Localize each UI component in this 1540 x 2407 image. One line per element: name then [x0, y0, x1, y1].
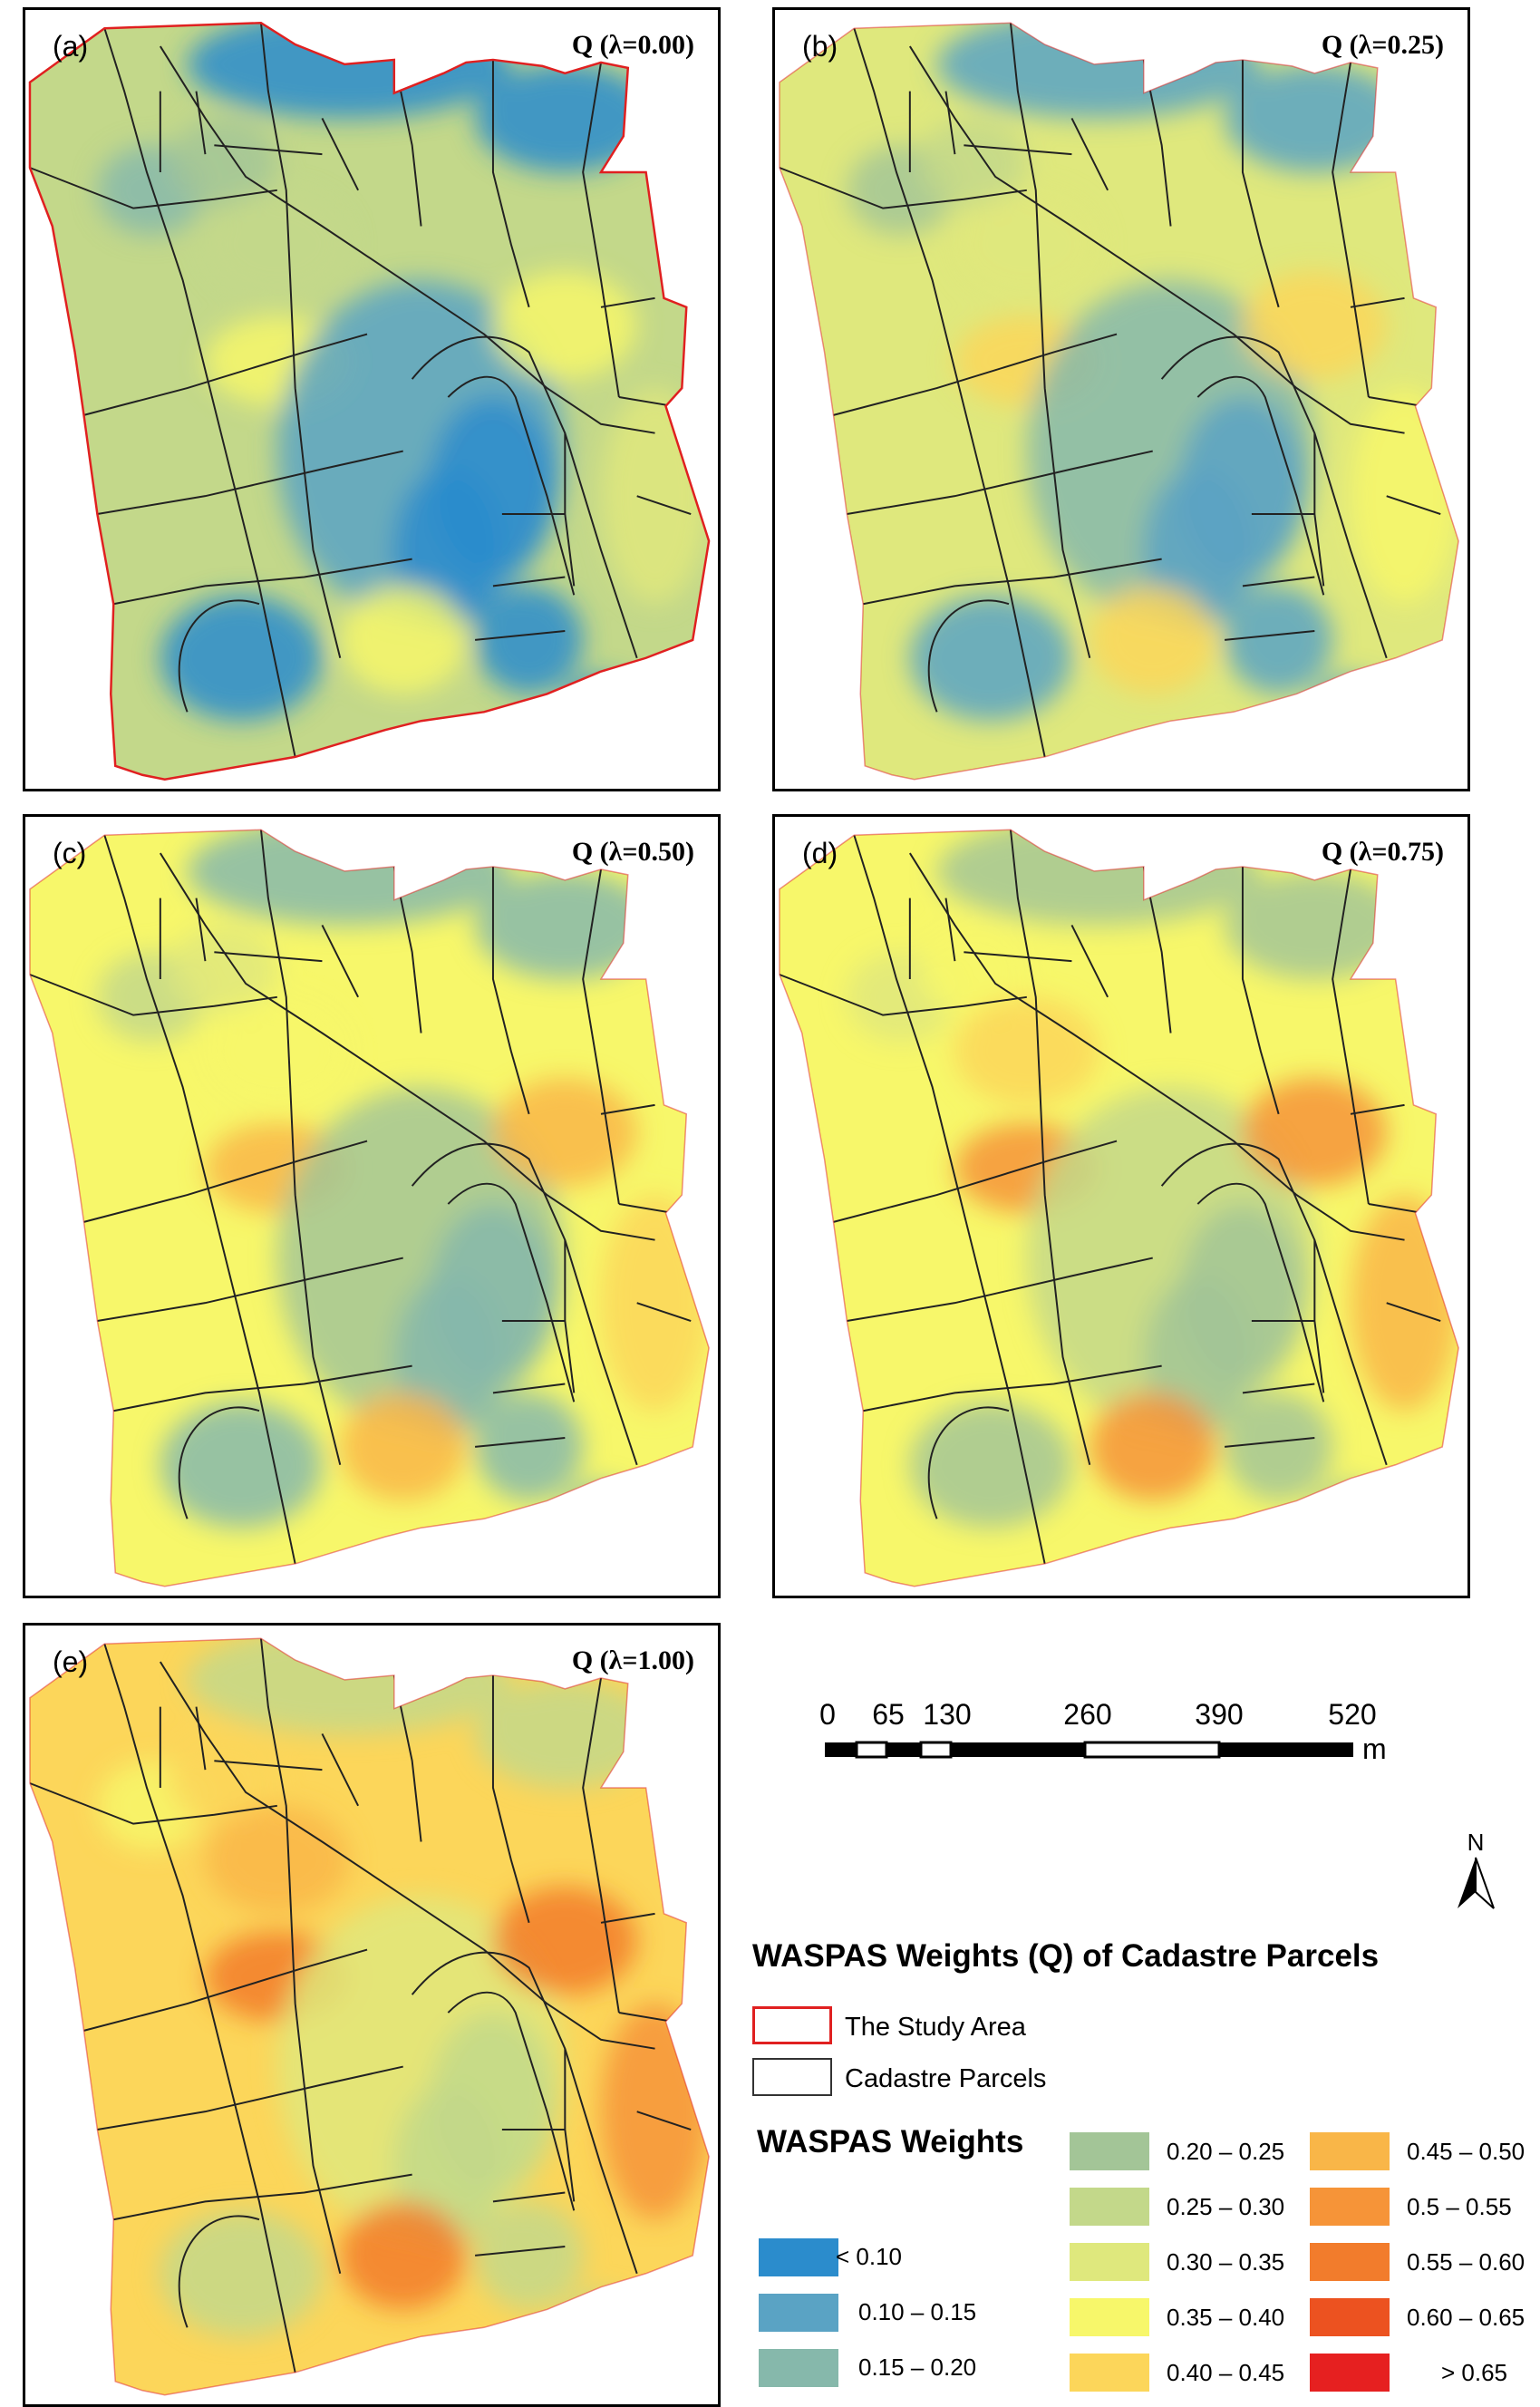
- scale-unit: m: [1362, 1732, 1387, 1765]
- legend-label-0: < 0.10: [836, 2243, 903, 2270]
- map-panel-e: (e) Q (λ=1.00): [23, 1623, 721, 2407]
- scale-seg-6: [1083, 1741, 1221, 1759]
- map-e-raster: [29, 1637, 710, 2396]
- legend-label-9: 0.5 – 0.55: [1407, 2193, 1512, 2220]
- legend-label-12: > 0.65: [1441, 2359, 1508, 2386]
- study-area-label: The Study Area: [845, 2013, 1026, 2042]
- scale-seg-3: [886, 1742, 921, 1757]
- legend-label-5: 0.30 – 0.35: [1167, 2248, 1285, 2276]
- panel-title-a: Q (λ=0.00): [571, 30, 694, 60]
- panel-label-e: (e): [53, 1645, 89, 1678]
- legend-label-3: 0.20 – 0.25: [1167, 2138, 1285, 2165]
- parcels-label: Cadastre Parcels: [845, 2064, 1047, 2093]
- scale-tick-520: 520: [1328, 1698, 1376, 1731]
- scale-bar: 0 65 130 260 390 520 m: [819, 1698, 1387, 1765]
- study-area-swatch: [752, 2006, 832, 2044]
- legend-label-7: 0.40 – 0.45: [1167, 2359, 1285, 2386]
- legend-swatch-6: [1070, 2298, 1149, 2336]
- parcels-swatch: [752, 2058, 832, 2096]
- legend-swatch-1: [759, 2294, 838, 2332]
- panel-title-e: Q (λ=1.00): [571, 1645, 694, 1675]
- map-a-raster: [28, 22, 711, 781]
- legend-swatch-4: [1070, 2188, 1149, 2226]
- legend-title: WASPAS Weights (Q) of Cadastre Parcels: [752, 1938, 1380, 1974]
- scale-seg-5: [951, 1742, 1085, 1757]
- legend-swatch-11: [1310, 2298, 1390, 2336]
- legend-swatch-9: [1310, 2188, 1390, 2226]
- legend-swatch-3: [1070, 2132, 1149, 2170]
- scale-seg-4: [919, 1741, 953, 1759]
- scale-seg-2: [855, 1741, 888, 1759]
- map-panel-b: (b) Q (λ=0.25): [772, 7, 1470, 791]
- legend-label-10: 0.55 – 0.60: [1407, 2248, 1525, 2276]
- map-panel-d: (d) Q (λ=0.75): [772, 814, 1470, 1598]
- map-b-raster: [779, 22, 1459, 781]
- panel-title-b: Q (λ=0.25): [1321, 30, 1444, 60]
- scale-tick-130: 130: [923, 1698, 971, 1731]
- north-label: N: [1467, 1829, 1485, 1856]
- legend-swatch-2: [759, 2349, 838, 2387]
- scale-tick-65: 65: [872, 1698, 905, 1731]
- legend-swatch-8: [1310, 2132, 1390, 2170]
- legend-swatch-0: [759, 2238, 838, 2276]
- legend-label-2: 0.15 – 0.20: [858, 2354, 977, 2381]
- panel-label-c: (c): [53, 837, 87, 869]
- panel-label-b: (b): [802, 30, 838, 63]
- weights-title: WASPAS Weights: [757, 2124, 1024, 2160]
- legend-label-8: 0.45 – 0.50: [1407, 2138, 1525, 2165]
- legend-swatch-10: [1310, 2243, 1390, 2281]
- legend-swatch-12: [1310, 2354, 1390, 2392]
- scale-tick-390: 390: [1195, 1698, 1243, 1731]
- legend-label-11: 0.60 – 0.65: [1407, 2304, 1525, 2331]
- legend-label-1: 0.10 – 0.15: [858, 2298, 977, 2325]
- legend-swatch-7: [1070, 2354, 1149, 2392]
- map-c-raster: [29, 829, 710, 1587]
- map-panel-c: (c) Q (λ=0.50): [23, 814, 721, 1598]
- panel-label-a: (a): [53, 30, 89, 63]
- panel-title-d: Q (λ=0.75): [1321, 837, 1444, 867]
- panel-title-c: Q (λ=0.50): [571, 837, 694, 867]
- scale-tick-0: 0: [819, 1698, 836, 1731]
- legend-swatch-5: [1070, 2243, 1149, 2281]
- legend-label-4: 0.25 – 0.30: [1167, 2193, 1285, 2220]
- panel-label-d: (d): [802, 837, 838, 869]
- north-arrow-icon: N: [1458, 1829, 1495, 1909]
- map-d-raster: [779, 829, 1459, 1587]
- scale-seg-7: [1219, 1742, 1353, 1757]
- legend-label-6: 0.35 – 0.40: [1167, 2304, 1285, 2331]
- map-panel-a: (a) Q (λ=0.00): [23, 7, 721, 791]
- scale-tick-260: 260: [1063, 1698, 1111, 1731]
- scale-seg-1: [825, 1742, 857, 1757]
